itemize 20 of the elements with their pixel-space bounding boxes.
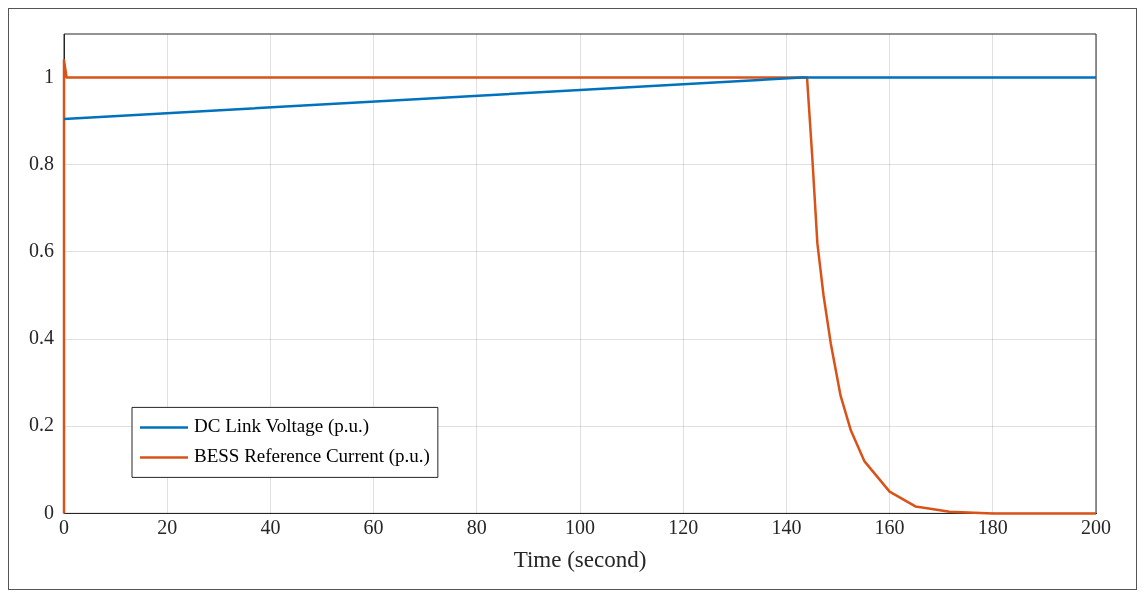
x-tick-label: 40 [260, 515, 281, 538]
y-tick-label: 0.6 [29, 239, 54, 262]
x-tick-label: 80 [466, 515, 487, 538]
x-tick-label: 0 [59, 515, 69, 538]
x-tick-label: 140 [771, 515, 802, 538]
y-tick-label: 1 [44, 64, 54, 87]
y-tick-label: 0.2 [29, 413, 54, 436]
x-tick-label: 160 [874, 515, 905, 538]
x-tick-label: 200 [1081, 515, 1111, 538]
y-tick-label: 0.4 [29, 326, 54, 349]
x-tick-label: 20 [157, 515, 178, 538]
y-tick-label: 0 [44, 500, 54, 523]
legend-label: DC Link Voltage (p.u.) [194, 415, 370, 438]
x-tick-label: 60 [363, 515, 384, 538]
y-tick-label: 0.8 [29, 152, 54, 174]
legend-label: BESS Reference Current (p.u.) [194, 445, 430, 468]
x-tick-label: 180 [977, 515, 1008, 538]
x-tick-label: 100 [565, 515, 595, 538]
x-tick-label: 120 [668, 515, 699, 538]
x-axis-title: Time (second) [513, 547, 647, 573]
